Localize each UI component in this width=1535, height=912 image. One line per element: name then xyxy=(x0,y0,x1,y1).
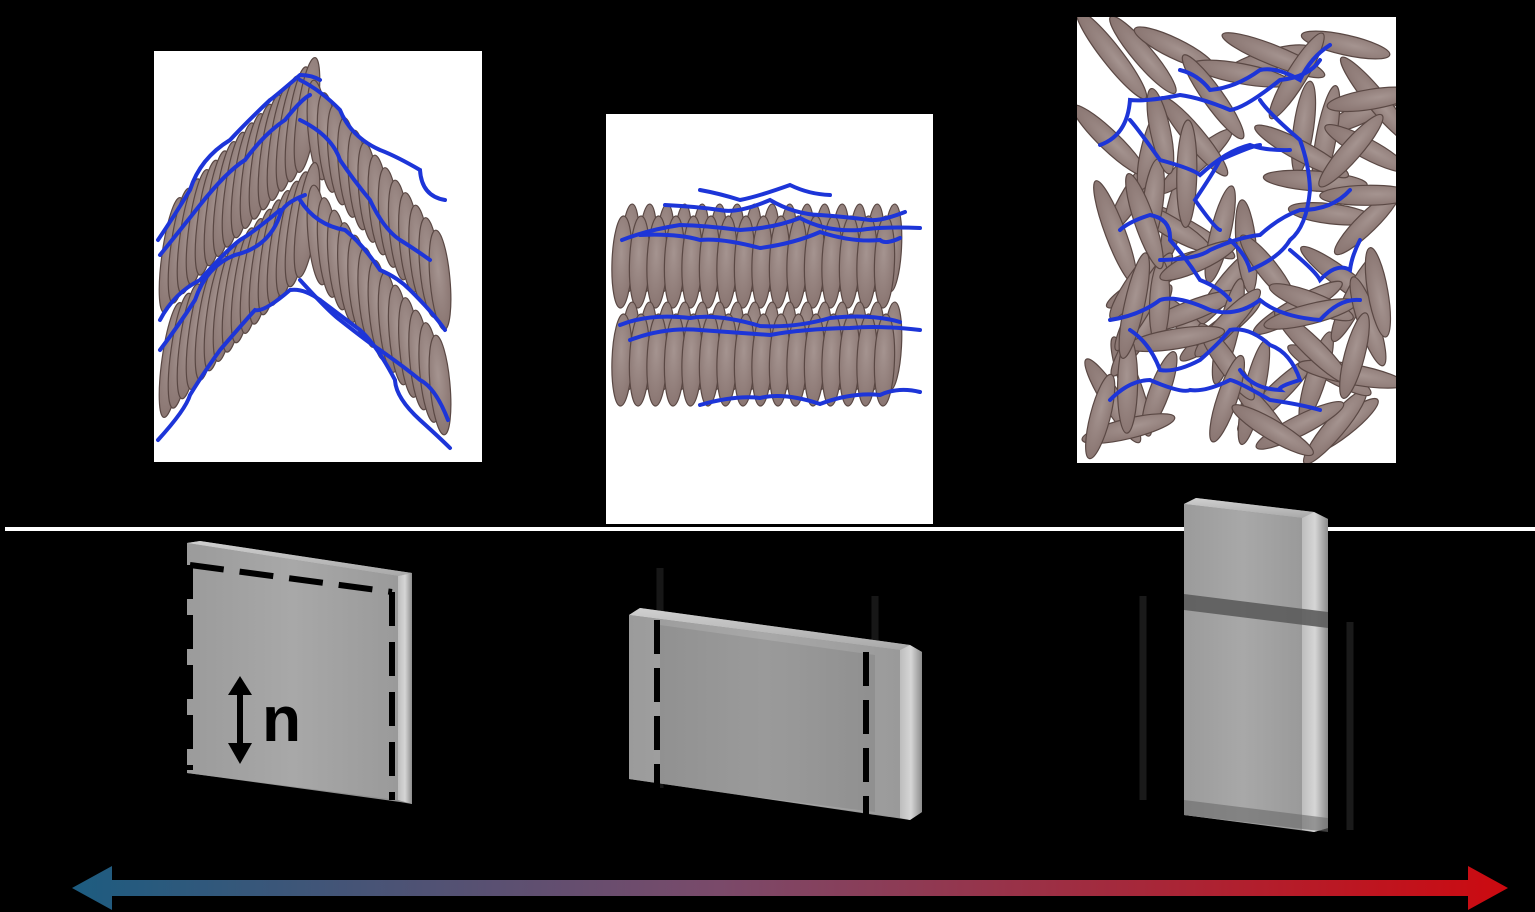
polymer-chain xyxy=(158,93,312,257)
polymer-chain xyxy=(298,78,447,202)
mesogen xyxy=(873,313,896,407)
polymer-chain xyxy=(158,208,282,322)
mesogen xyxy=(1109,17,1177,95)
polymer-chain xyxy=(620,215,922,242)
mesogen xyxy=(1319,184,1396,206)
polymer-chain xyxy=(663,197,907,223)
polymer-chain xyxy=(158,193,307,352)
chevron-smectic-panel xyxy=(154,51,482,462)
tall-film-icon xyxy=(1139,498,1354,832)
mesogen xyxy=(1146,87,1175,175)
polymer-chain xyxy=(298,118,432,262)
polymer-chains-isotropic xyxy=(1098,43,1362,412)
polymer-chain xyxy=(156,72,322,242)
polymer-chain xyxy=(1288,238,1362,284)
polymer-chain xyxy=(1158,188,1352,262)
polymer-chain xyxy=(318,298,452,450)
mesogen xyxy=(1326,86,1396,113)
polymer-chain xyxy=(638,229,902,251)
mesogen xyxy=(1318,113,1384,188)
mesogen xyxy=(1254,124,1350,179)
mesogen xyxy=(1231,404,1314,457)
random-mesogens-icon xyxy=(1077,17,1396,463)
director-label: n xyxy=(262,683,301,755)
mesogen xyxy=(1159,239,1238,282)
polymer-chain xyxy=(298,278,450,422)
mesogen xyxy=(1085,373,1116,460)
isotropic-panel xyxy=(1077,17,1396,463)
polymer-chain xyxy=(156,287,322,442)
double-arrow-icon xyxy=(72,866,1508,910)
polymer-chain xyxy=(628,325,922,342)
wide-film-icon xyxy=(629,568,922,820)
polymer-chain xyxy=(298,198,447,332)
polymer-chain xyxy=(618,314,902,329)
mesogen xyxy=(1339,312,1370,399)
square-film-icon: n xyxy=(187,541,412,804)
mesogen xyxy=(1364,247,1392,338)
polymer-chain xyxy=(1128,327,1303,393)
polymer-chain xyxy=(1178,43,1332,93)
polymer-chain xyxy=(1108,296,1362,323)
polymer-chain xyxy=(1108,377,1322,412)
mesogen xyxy=(1209,354,1246,443)
polymer-chains-chevron xyxy=(156,72,452,450)
polymer-chain xyxy=(1098,58,1322,147)
director-arrow-icon xyxy=(228,676,252,764)
polymer-chain xyxy=(1128,118,1292,178)
polymer-chain xyxy=(1228,98,1313,273)
mesogen xyxy=(1333,189,1396,256)
polymer-chains-layered xyxy=(618,182,922,407)
polymer-chain xyxy=(698,387,922,407)
polymer-chain xyxy=(1118,212,1232,302)
stacked-layers-icon xyxy=(611,203,903,407)
polymer-chain xyxy=(1192,143,1262,232)
layered-smectic-panel xyxy=(606,114,933,524)
polymer-chain xyxy=(698,182,832,203)
